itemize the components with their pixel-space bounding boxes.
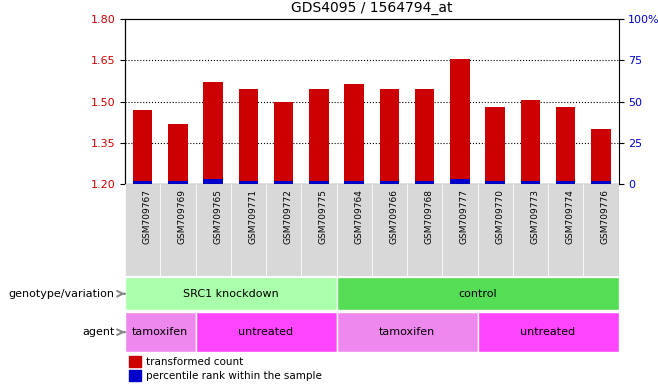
Bar	[478, 184, 513, 276]
Bar	[161, 184, 195, 276]
Bar	[548, 184, 583, 276]
Bar	[125, 277, 336, 310]
Text: GSM709769: GSM709769	[178, 189, 187, 244]
Text: GSM709775: GSM709775	[319, 189, 328, 244]
Bar	[195, 184, 231, 276]
Bar	[128, 370, 141, 381]
Bar	[591, 181, 611, 184]
Bar	[168, 124, 188, 184]
Bar	[415, 89, 434, 184]
Text: untreated: untreated	[520, 327, 576, 337]
Bar	[125, 312, 195, 353]
Bar	[556, 181, 575, 184]
Bar	[336, 184, 372, 276]
Bar	[336, 312, 478, 353]
Text: tamoxifen: tamoxifen	[132, 327, 188, 337]
Text: control: control	[458, 289, 497, 299]
Bar	[203, 179, 223, 184]
Bar	[168, 181, 188, 184]
Text: GSM709774: GSM709774	[566, 189, 574, 244]
Bar	[125, 184, 161, 276]
Bar	[380, 181, 399, 184]
Bar	[591, 129, 611, 184]
Bar	[301, 184, 336, 276]
Text: SRC1 knockdown: SRC1 knockdown	[183, 289, 278, 299]
Text: GSM709770: GSM709770	[495, 189, 504, 244]
Text: agent: agent	[82, 327, 114, 337]
Bar	[556, 107, 575, 184]
Text: untreated: untreated	[238, 327, 293, 337]
Bar	[583, 184, 619, 276]
Text: GSM709776: GSM709776	[601, 189, 610, 244]
Text: transformed count: transformed count	[146, 357, 243, 367]
Bar	[478, 312, 619, 353]
Bar	[266, 184, 301, 276]
Bar	[133, 110, 153, 184]
Bar	[128, 356, 141, 367]
Bar	[344, 84, 364, 184]
Bar	[520, 181, 540, 184]
Bar	[442, 184, 478, 276]
Bar	[239, 89, 258, 184]
Text: GSM709768: GSM709768	[424, 189, 434, 244]
Text: GSM709767: GSM709767	[143, 189, 151, 244]
Bar	[486, 181, 505, 184]
Bar	[239, 181, 258, 184]
Bar	[415, 181, 434, 184]
Text: percentile rank within the sample: percentile rank within the sample	[146, 371, 322, 381]
Bar	[513, 184, 548, 276]
Bar	[231, 184, 266, 276]
Bar	[309, 181, 328, 184]
Bar	[133, 181, 153, 184]
Text: genotype/variation: genotype/variation	[9, 289, 114, 299]
Bar	[336, 277, 619, 310]
Text: GSM709771: GSM709771	[248, 189, 257, 244]
Text: GSM709765: GSM709765	[213, 189, 222, 244]
Bar	[450, 59, 470, 184]
Text: GSM709777: GSM709777	[460, 189, 469, 244]
Text: GSM709764: GSM709764	[354, 189, 363, 244]
Bar	[372, 184, 407, 276]
Text: GSM709766: GSM709766	[390, 189, 398, 244]
Bar	[274, 181, 293, 184]
Bar	[407, 184, 442, 276]
Bar	[195, 312, 336, 353]
Text: GSM709773: GSM709773	[530, 189, 540, 244]
Bar	[274, 102, 293, 184]
Text: GSM709772: GSM709772	[284, 189, 293, 244]
Bar	[344, 181, 364, 184]
Bar	[203, 83, 223, 184]
Bar	[450, 179, 470, 184]
Bar	[309, 89, 328, 184]
Bar	[380, 89, 399, 184]
Text: tamoxifen: tamoxifen	[379, 327, 435, 337]
Bar	[520, 100, 540, 184]
Title: GDS4095 / 1564794_at: GDS4095 / 1564794_at	[291, 2, 453, 15]
Bar	[486, 107, 505, 184]
